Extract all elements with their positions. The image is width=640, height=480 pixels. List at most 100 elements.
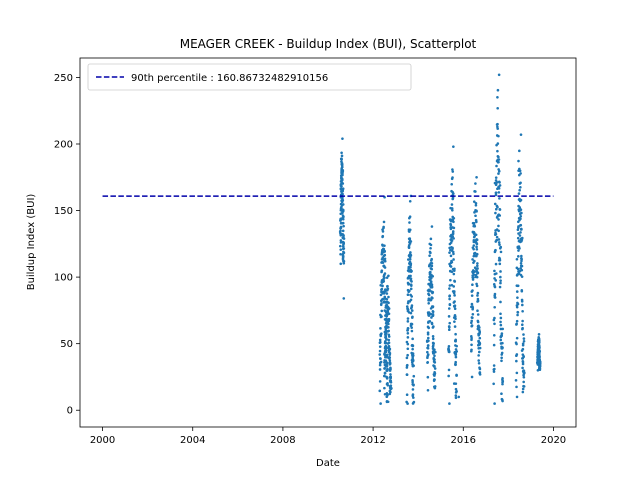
data-point — [455, 390, 458, 393]
data-point — [341, 209, 345, 212]
data-point — [494, 176, 498, 179]
data-point — [474, 214, 477, 218]
data-point — [472, 273, 476, 276]
data-point — [387, 307, 391, 310]
data-point — [493, 305, 496, 309]
data-point — [497, 218, 500, 221]
data-point — [518, 247, 521, 250]
data-point — [342, 237, 346, 240]
data-point — [494, 262, 498, 266]
data-point — [537, 339, 541, 343]
data-point — [449, 223, 453, 227]
data-point — [516, 284, 520, 288]
data-point — [383, 374, 386, 378]
data-point — [431, 305, 435, 308]
data-point — [431, 314, 435, 317]
data-point — [492, 370, 496, 373]
data-point — [476, 320, 480, 324]
data-point — [434, 350, 437, 354]
data-point — [496, 127, 500, 130]
data-point — [471, 289, 474, 292]
data-point — [381, 234, 385, 238]
data-point — [478, 350, 481, 354]
data-point — [339, 252, 342, 256]
data-point — [379, 334, 383, 338]
data-point — [470, 294, 474, 297]
data-point — [341, 221, 345, 225]
data-point — [453, 307, 457, 311]
data-point — [474, 204, 478, 207]
data-point — [493, 202, 497, 206]
data-point — [501, 382, 504, 386]
data-point — [476, 291, 480, 295]
data-point — [470, 321, 473, 325]
data-point — [501, 398, 504, 402]
data-point — [409, 287, 413, 291]
data-point — [448, 294, 452, 298]
data-point — [390, 386, 393, 390]
data-point — [341, 199, 345, 202]
data-point — [448, 303, 452, 307]
data-point — [521, 360, 525, 364]
data-point — [381, 230, 385, 233]
data-point — [433, 358, 436, 361]
data-point — [341, 182, 345, 185]
data-point — [452, 285, 456, 288]
data-point — [499, 250, 503, 254]
data-point — [448, 297, 451, 301]
data-point — [521, 366, 524, 370]
data-point — [342, 247, 346, 250]
x-tick-label: 2016 — [451, 435, 476, 446]
data-point — [387, 295, 390, 299]
data-point — [383, 386, 386, 390]
data-point — [411, 344, 415, 347]
data-point — [496, 142, 500, 145]
data-point — [406, 342, 410, 346]
data-point — [410, 269, 413, 273]
data-point — [497, 160, 500, 164]
data-point — [448, 287, 451, 290]
data-point — [383, 244, 386, 247]
data-point — [426, 344, 430, 347]
data-point — [449, 241, 453, 244]
data-point — [433, 374, 436, 377]
data-point — [408, 199, 412, 203]
data-point — [447, 368, 451, 372]
data-point — [475, 209, 478, 212]
data-point — [471, 283, 474, 287]
data-point — [409, 262, 413, 266]
data-point — [519, 208, 523, 212]
data-point — [432, 342, 435, 345]
data-point — [406, 336, 410, 339]
data-point — [473, 259, 476, 263]
data-point — [426, 336, 430, 340]
data-point — [429, 243, 433, 247]
data-point — [517, 272, 521, 275]
data-point — [450, 260, 454, 264]
data-point — [412, 364, 415, 367]
data-point — [450, 182, 454, 186]
data-point — [450, 239, 454, 242]
data-point — [471, 312, 475, 316]
data-point — [408, 237, 412, 240]
data-point — [493, 292, 497, 296]
data-point — [407, 246, 411, 249]
data-point — [410, 280, 413, 283]
data-point — [494, 279, 498, 282]
data-point — [383, 266, 387, 269]
data-point — [454, 317, 457, 321]
data-point — [474, 233, 478, 237]
data-point — [378, 338, 382, 342]
data-point — [499, 320, 502, 324]
data-point — [538, 367, 542, 370]
data-point — [498, 197, 501, 200]
data-point — [515, 322, 518, 326]
data-point — [455, 350, 459, 353]
data-point — [478, 346, 482, 350]
data-point — [406, 320, 410, 323]
data-point — [454, 387, 458, 391]
data-point — [340, 151, 343, 155]
data-point — [409, 306, 413, 310]
data-point — [501, 341, 504, 345]
data-point — [518, 149, 521, 153]
